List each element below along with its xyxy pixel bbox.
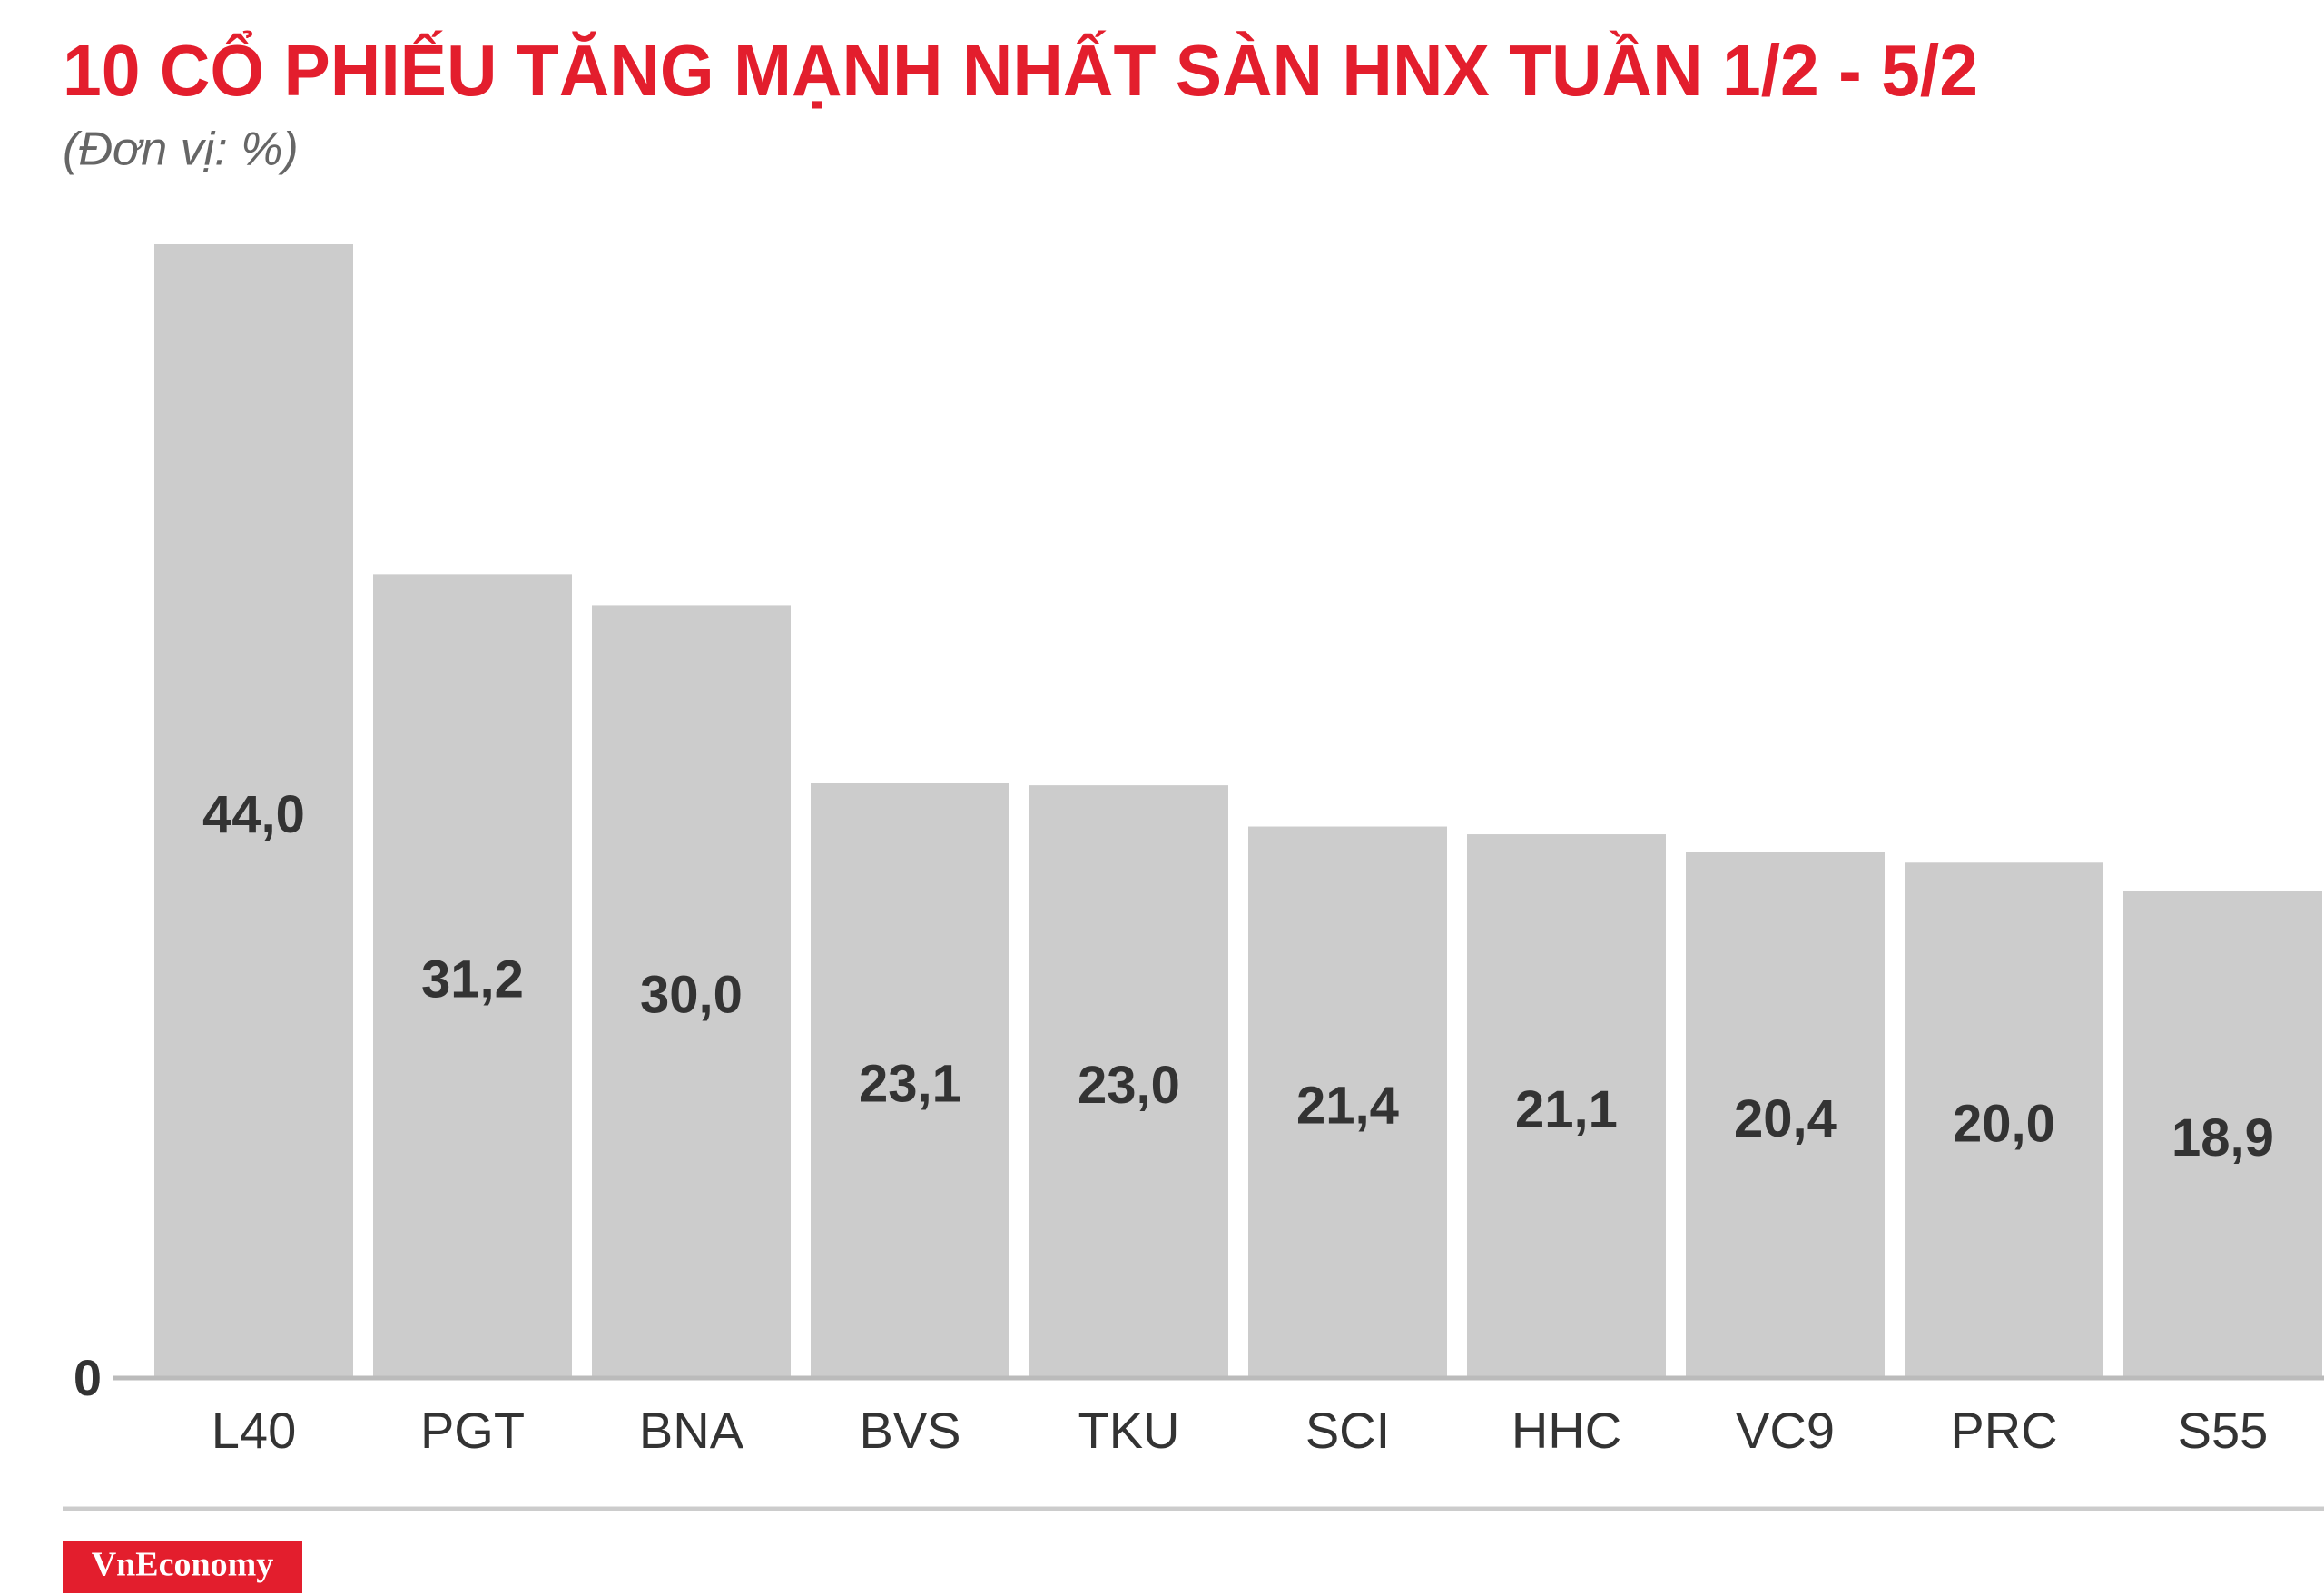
value-label: 31,2 xyxy=(421,950,524,1009)
logo-box xyxy=(63,1541,302,1593)
x-tick-label: L40 xyxy=(212,1402,296,1459)
bar xyxy=(2123,891,2322,1378)
x-tick-label: SCI xyxy=(1305,1402,1390,1459)
x-tick-label: S55 xyxy=(2178,1402,2269,1459)
y-tick-label: 0 xyxy=(74,1349,102,1406)
x-tick-label: TKU xyxy=(1078,1402,1180,1459)
bar xyxy=(373,574,572,1378)
bar xyxy=(592,605,791,1378)
x-tick-label: BVS xyxy=(859,1402,960,1459)
bar xyxy=(1686,852,1885,1378)
bar xyxy=(1905,862,2103,1378)
x-tick-label: PGT xyxy=(420,1402,525,1459)
bar xyxy=(1248,826,1447,1378)
bar xyxy=(1467,834,1666,1378)
value-label: 20,0 xyxy=(1953,1094,2055,1153)
x-tick-label: HHC xyxy=(1512,1402,1621,1459)
value-label: 21,1 xyxy=(1515,1080,1618,1139)
value-label: 23,0 xyxy=(1078,1056,1180,1115)
bar xyxy=(154,244,353,1378)
value-label: 30,0 xyxy=(640,966,743,1025)
x-tick-label: VC9 xyxy=(1736,1402,1835,1459)
value-label: 23,1 xyxy=(859,1054,961,1113)
value-label: 21,4 xyxy=(1296,1077,1399,1136)
bar xyxy=(811,783,1009,1378)
x-tick-label: PRC xyxy=(1950,1402,2057,1459)
value-label: 44,0 xyxy=(202,785,305,844)
x-tick-label: BNA xyxy=(639,1402,744,1459)
bar xyxy=(1029,785,1228,1378)
value-label: 18,9 xyxy=(2171,1108,2274,1167)
chart-title: 10 CỔ PHIẾU TĂNG MẠNH NHẤT SÀN HNX TUẦN … xyxy=(63,30,1978,111)
logo-text: VnEconomy xyxy=(92,1546,274,1584)
value-label: 20,4 xyxy=(1734,1089,1837,1148)
chart-subtitle: (Đơn vị: %) xyxy=(63,123,299,176)
